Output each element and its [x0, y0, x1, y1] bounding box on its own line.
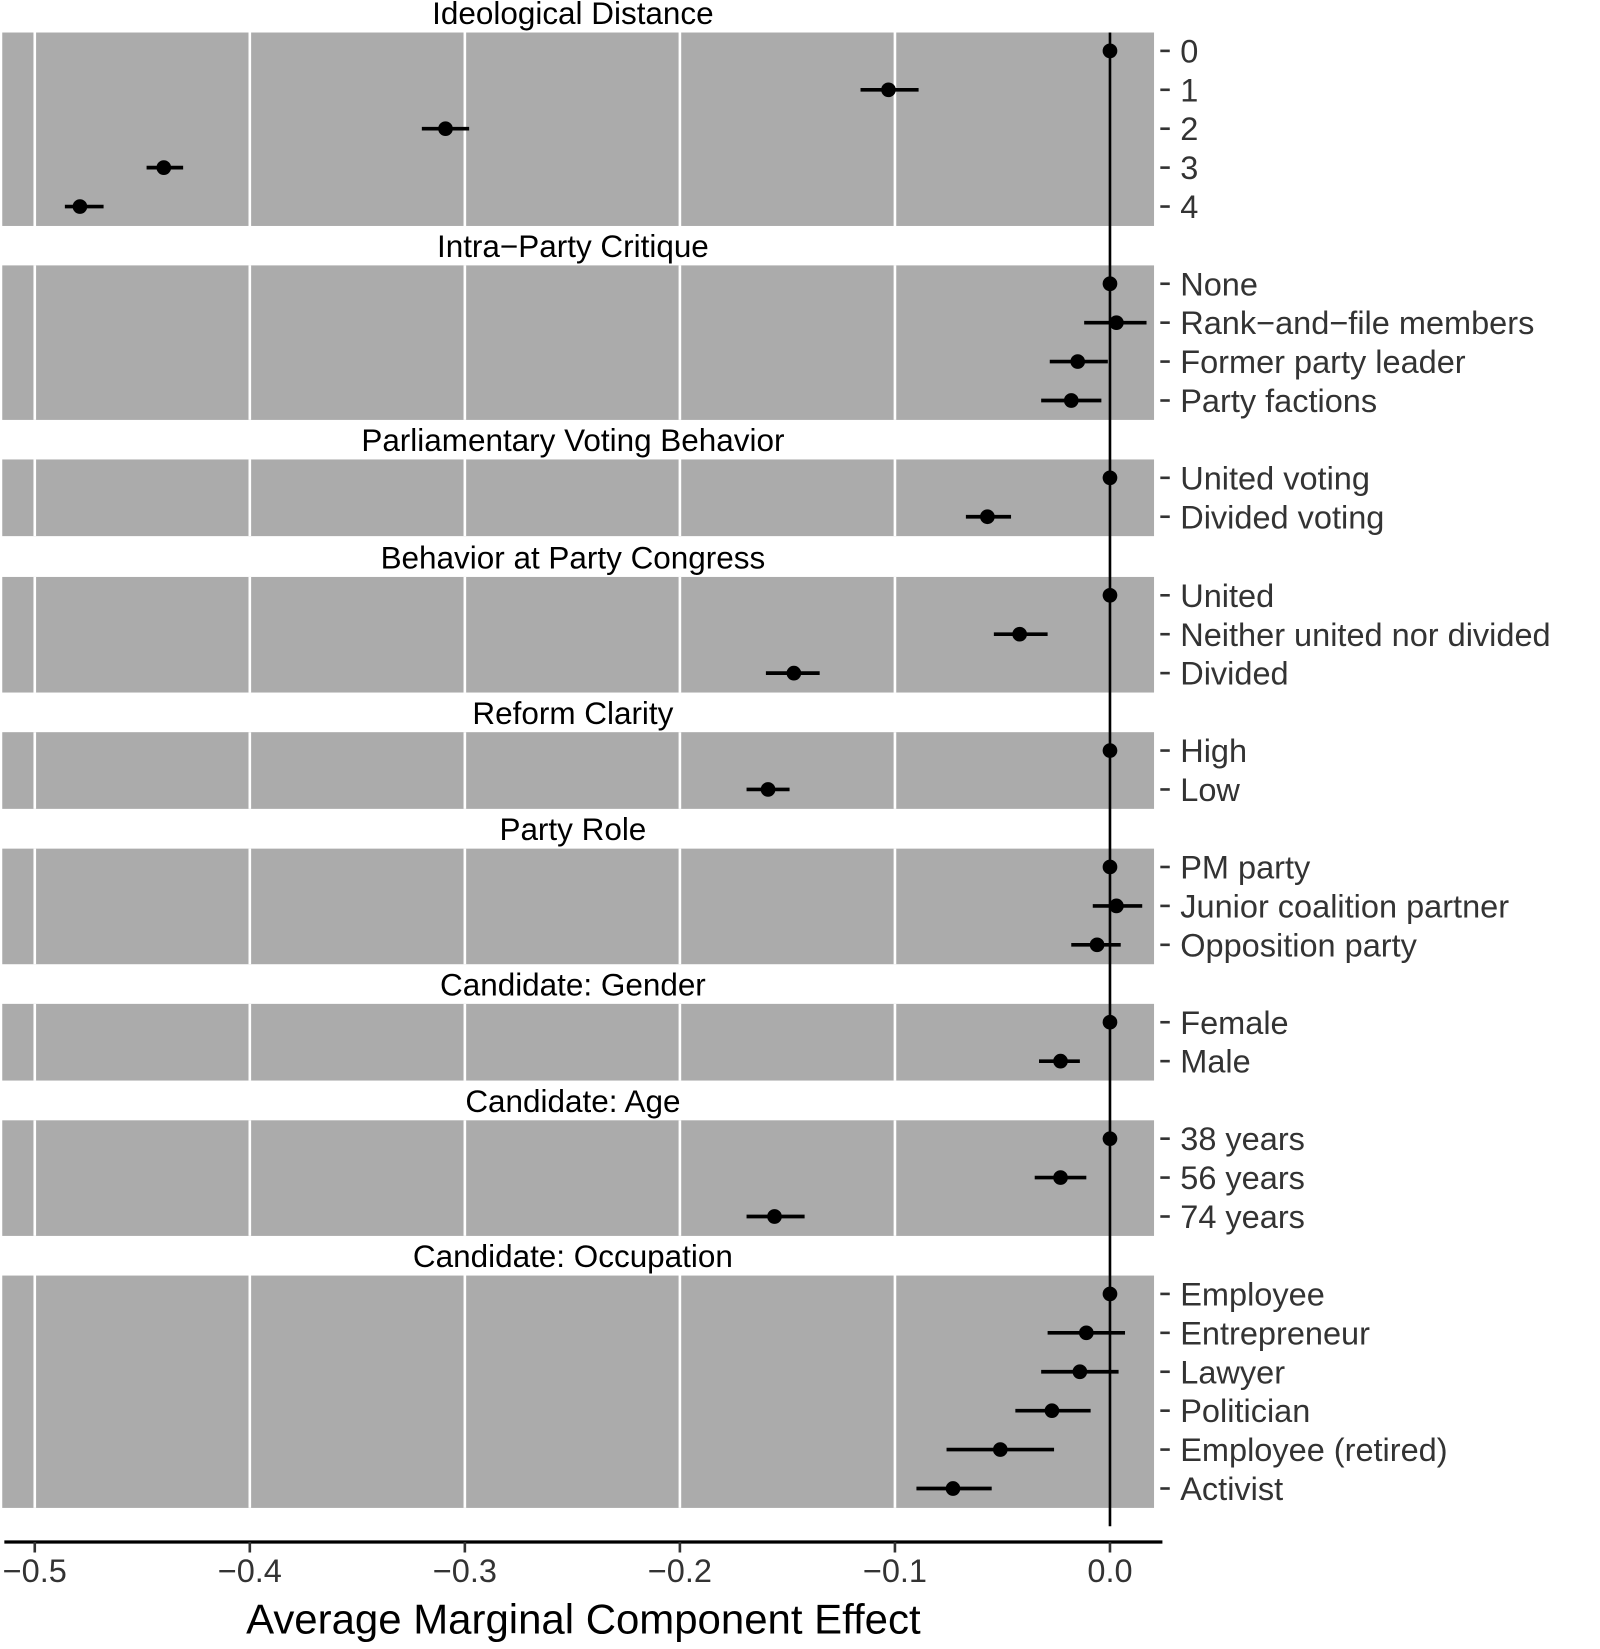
panel-background — [2, 459, 1155, 537]
estimate-point — [992, 1442, 1008, 1457]
y-tick-label: 74 years — [1180, 1199, 1305, 1235]
y-tick-label: 2 — [1180, 111, 1198, 147]
estimate-point — [1109, 898, 1124, 914]
estimate-point — [1053, 1170, 1068, 1185]
panel-title: Candidate: Occupation — [413, 1239, 733, 1274]
x-tick-label: 0.0 — [1087, 1553, 1132, 1589]
estimate-point — [1102, 276, 1118, 292]
estimate-point — [760, 782, 776, 797]
y-tick-label: Neither united nor divided — [1180, 617, 1550, 653]
y-tick-label: 38 years — [1180, 1121, 1305, 1157]
estimate-point — [156, 160, 172, 175]
y-tick-label: Lawyer — [1180, 1354, 1285, 1390]
estimate-point — [945, 1481, 961, 1496]
panel-title: Ideological Distance — [432, 0, 714, 31]
panel-title: Parliamentary Voting Behavior — [361, 423, 784, 458]
estimate-point — [438, 121, 453, 137]
x-tick-label: −0.5 — [3, 1553, 67, 1589]
y-tick-label: 56 years — [1180, 1160, 1305, 1196]
panel-title: Reform Clarity — [472, 696, 673, 731]
y-tick-label: Divided voting — [1180, 499, 1384, 535]
y-tick-label: Employee — [1180, 1276, 1325, 1312]
panel-title: Intra−Party Critique — [437, 229, 709, 264]
estimate-point — [1089, 937, 1105, 953]
panel-title: Party Role — [499, 812, 646, 847]
y-tick-label: United voting — [1180, 460, 1370, 496]
y-tick-label: None — [1180, 266, 1258, 302]
y-tick-label: 3 — [1180, 150, 1198, 186]
estimate-point — [881, 82, 896, 98]
estimate-point — [1063, 393, 1079, 408]
estimate-point — [1102, 470, 1118, 486]
x-axis: −0.5 −0.4 −0.3 −0.2 −0.1 0.0 — [3, 1540, 1163, 1589]
estimate-point — [1102, 1286, 1118, 1302]
panel-title: Candidate: Age — [465, 1084, 680, 1119]
estimate-point — [1102, 859, 1118, 875]
x-axis-title: Average Marginal Component Effect — [246, 1595, 921, 1642]
panel-background — [2, 265, 1155, 420]
estimate-point — [1078, 1325, 1094, 1341]
y-tick-label: Male — [1180, 1044, 1250, 1080]
y-tick-label: Low — [1180, 772, 1240, 808]
y-tick-label: Rank−and−file members — [1180, 305, 1534, 341]
estimate-point — [980, 509, 995, 525]
panel-background — [2, 576, 1155, 693]
y-tick-label: 0 — [1180, 33, 1198, 69]
panel-title: Candidate: Gender — [440, 967, 706, 1002]
y-tick-label: United — [1180, 578, 1274, 614]
x-tick-label: −0.3 — [433, 1553, 497, 1589]
estimate-point — [786, 665, 802, 681]
estimates — [64, 43, 1147, 1496]
y-tick-label: High — [1180, 733, 1247, 769]
panel-background — [2, 732, 1155, 809]
y-tick-label: Junior coalition partner — [1180, 888, 1509, 924]
estimate-point — [1102, 43, 1118, 59]
y-tick-label: 1 — [1180, 72, 1198, 108]
x-tick-label: −0.4 — [218, 1553, 282, 1589]
y-tick-label: Former party leader — [1180, 344, 1466, 380]
y-tick-label: Party factions — [1180, 383, 1377, 419]
y-tick-label: Divided — [1180, 656, 1288, 692]
estimate-point — [1102, 1014, 1118, 1030]
estimate-point — [1012, 626, 1027, 642]
x-tick-label: −0.1 — [863, 1553, 927, 1589]
y-tick-label: Politician — [1180, 1393, 1310, 1429]
estimate-point — [1072, 1364, 1088, 1380]
x-tick-label: −0.2 — [648, 1553, 712, 1589]
panel-title: Behavior at Party Congress — [381, 541, 766, 576]
y-tick-label: Opposition party — [1180, 927, 1417, 963]
y-tick-label: Entrepreneur — [1180, 1315, 1370, 1351]
estimate-point — [1070, 354, 1086, 369]
panel-background — [2, 848, 1155, 965]
estimate-point — [1102, 743, 1118, 758]
panel-background — [2, 1003, 1155, 1081]
y-tick-label: Activist — [1180, 1471, 1283, 1507]
y-tick-label: PM party — [1180, 850, 1311, 886]
estimate-point — [72, 199, 88, 214]
y-tick-label: Employee (retired) — [1180, 1432, 1447, 1468]
y-tick-label: Female — [1180, 1005, 1288, 1041]
estimate-point — [1044, 1403, 1060, 1419]
panel-background — [2, 32, 1155, 226]
estimate-point — [1053, 1053, 1068, 1069]
panel-background — [2, 1120, 1155, 1236]
y-tick-label: 4 — [1180, 189, 1198, 225]
panel-background — [2, 1275, 1155, 1508]
estimate-point — [767, 1209, 782, 1224]
estimate-point — [1109, 315, 1124, 331]
estimate-point — [1102, 587, 1118, 603]
estimate-point — [1102, 1131, 1118, 1147]
